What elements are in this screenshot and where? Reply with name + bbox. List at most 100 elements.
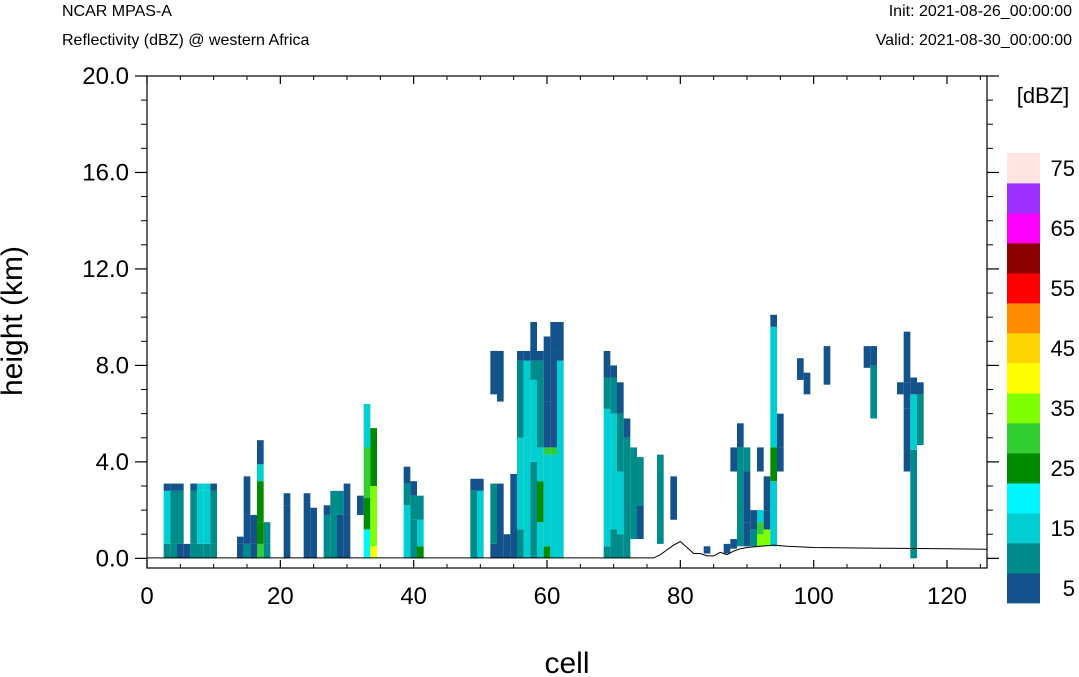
reflectivity-cell: [477, 490, 484, 559]
reflectivity-cell: [257, 543, 264, 559]
reflectivity-cell: [530, 322, 537, 361]
reflectivity-cell: [323, 505, 331, 515]
reflectivity-cell: [410, 495, 417, 520]
reflectivity-cell: [723, 543, 731, 554]
reflectivity-cell: [863, 346, 871, 368]
reflectivity-cell: [257, 440, 264, 465]
field-title: Reflectivity (dBZ) @ western Africa: [62, 32, 310, 49]
reflectivity-cell: [190, 543, 197, 559]
x-tick-label: 60: [534, 583, 561, 610]
reflectivity-cell: [763, 510, 771, 530]
reflectivity-cell: [743, 471, 751, 523]
reflectivity-cell: [550, 454, 557, 559]
reflectivity-cell: [403, 505, 411, 559]
reflectivity-cell: [250, 514, 257, 544]
colorbar-swatch: [1007, 363, 1040, 394]
reflectivity-cell: [603, 546, 611, 559]
reflectivity-cell: [770, 326, 777, 448]
reflectivity-cell: [757, 510, 764, 523]
reflectivity-cell: [603, 377, 611, 409]
colorbar-label: 65: [1051, 216, 1075, 241]
reflectivity-cell: [417, 546, 424, 559]
colorbar-label: 35: [1051, 396, 1075, 421]
x-tick-label: 0: [140, 583, 153, 610]
reflectivity-cell: [530, 379, 537, 462]
reflectivity-cell: [523, 437, 531, 559]
reflectivity-cell: [410, 481, 417, 496]
colorbar-swatch: [1007, 153, 1040, 184]
reflectivity-cell: [337, 490, 344, 515]
reflectivity-cell: [243, 476, 251, 515]
x-tick-label: 40: [400, 583, 427, 610]
reflectivity-cell: [237, 536, 244, 544]
reflectivity-cell: [617, 471, 624, 535]
reflectivity-cell: [537, 360, 544, 448]
colorbar-swatch: [1007, 183, 1040, 214]
reflectivity-cell: [703, 546, 711, 554]
reflectivity-cell: [670, 476, 677, 520]
reflectivity-cell: [903, 408, 911, 472]
colorbar-label: 5: [1063, 576, 1075, 601]
reflectivity-cell: [917, 382, 924, 395]
reflectivity-cell: [637, 457, 644, 506]
reflectivity-cell: [490, 350, 497, 395]
reflectivity-cell: [803, 372, 811, 395]
reflectivity-cell: [557, 442, 564, 559]
colorbar-title: [dBZ]: [1017, 83, 1070, 108]
colorbar-swatch: [1007, 483, 1040, 514]
reflectivity-cell: [517, 529, 524, 559]
reflectivity-cell: [477, 478, 484, 491]
reflectivity-cell: [163, 543, 171, 559]
reflectivity-cell: [257, 481, 264, 523]
reflectivity-cell: [517, 350, 524, 361]
reflectivity-cell: [197, 543, 204, 559]
colorbar-label: 45: [1051, 336, 1075, 361]
reflectivity-cell: [330, 514, 337, 559]
reflectivity-cell: [737, 447, 744, 547]
reflectivity-cell: [543, 546, 551, 559]
terrain-line: [147, 540, 988, 559]
reflectivity-cell: [243, 543, 251, 559]
colorbar-swatch: [1007, 273, 1040, 304]
reflectivity-cell: [777, 447, 784, 472]
reflectivity-cell: [763, 529, 771, 547]
colorbar-swatch: [1007, 393, 1040, 424]
reflectivity-cell: [530, 461, 537, 559]
colorbar-label: 75: [1051, 156, 1075, 181]
y-tick-label: 0.0: [96, 545, 129, 572]
reflectivity-cell: [470, 478, 477, 491]
colorbar-swatch: [1007, 303, 1040, 334]
x-tick-label: 120: [927, 583, 967, 610]
reflectivity-cell: [610, 413, 617, 530]
reflectivity-cell: [657, 454, 664, 544]
reflectivity-cell: [343, 514, 351, 559]
x-axis-label: cell: [544, 647, 589, 677]
reflectivity-cell: [243, 514, 251, 544]
reflectivity-cell: [750, 510, 757, 530]
y-tick-label: 4.0: [96, 449, 129, 476]
reflectivity-cell: [283, 493, 291, 506]
reflectivity-cell: [517, 360, 524, 438]
reflectivity-cell: [550, 322, 557, 351]
reflectivity-cell: [323, 514, 331, 559]
x-tick-label: 80: [667, 583, 694, 610]
reflectivity-cell: [550, 447, 557, 455]
reflectivity-cell: [237, 543, 244, 559]
reflectivity-cell: [210, 543, 217, 559]
reflectivity-cell: [190, 483, 197, 491]
reflectivity-cell: [177, 543, 184, 559]
colorbar-swatch: [1007, 333, 1040, 364]
reflectivity-cell: [623, 437, 631, 472]
reflectivity-cell: [557, 360, 564, 443]
reflectivity-cell: [330, 490, 337, 515]
reflectivity-cell: [497, 483, 504, 559]
reflectivity-cell: [537, 350, 544, 361]
reflectivity-cell: [190, 490, 197, 544]
reflectivity-cell: [623, 471, 631, 559]
reflectivity-cell: [357, 495, 364, 515]
reflectivity-cell: [310, 507, 317, 559]
reflectivity-cell: [363, 404, 371, 429]
reflectivity-cell: [170, 490, 177, 544]
reflectivity-cell: [543, 336, 551, 402]
